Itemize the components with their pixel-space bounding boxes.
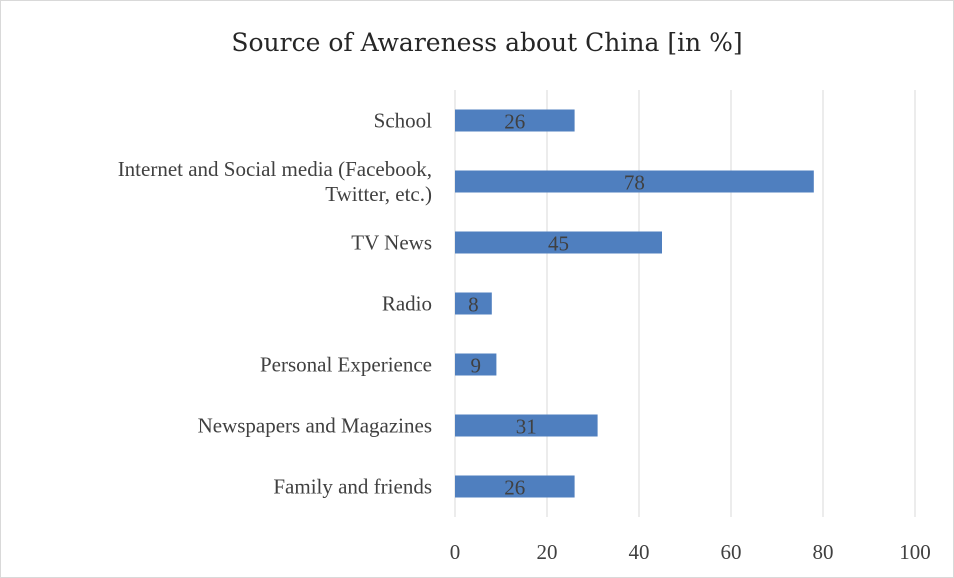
category-label-line: Newspapers and Magazines	[198, 414, 432, 438]
data-label-0: 26	[504, 110, 525, 134]
x-tick-label-4: 80	[813, 540, 834, 564]
x-tick-label-5: 100	[899, 540, 931, 564]
category-label-5: Newspapers and Magazines	[198, 414, 432, 438]
category-label-line: Personal Experience	[260, 353, 432, 377]
data-label-1: 78	[624, 171, 645, 195]
data-label-3: 8	[468, 293, 479, 317]
category-label-line: Family and friends	[273, 475, 432, 499]
category-label-6: Family and friends	[273, 475, 432, 499]
category-label-line: TV News	[351, 231, 432, 255]
category-label-2: TV News	[351, 231, 432, 255]
x-tick-label-0: 0	[450, 540, 461, 564]
x-tick-label-1: 20	[537, 540, 558, 564]
bar-0	[455, 109, 575, 132]
category-label-line: School	[374, 109, 433, 133]
bar-2	[455, 231, 662, 254]
data-label-4: 9	[470, 354, 481, 378]
bar-1	[455, 170, 814, 193]
x-tick-label-3: 60	[721, 540, 742, 564]
data-label-5: 31	[516, 415, 537, 439]
bar-5	[455, 414, 598, 437]
bar-6	[455, 475, 575, 498]
category-label-line: Twitter, etc.)	[325, 182, 432, 206]
category-label-line: Radio	[382, 292, 432, 316]
data-label-6: 26	[504, 476, 525, 500]
bar-4	[455, 353, 497, 376]
bar-3	[455, 292, 492, 315]
category-label-1: Internet and Social media (Facebook, Twit…	[118, 157, 432, 206]
category-label-line: Internet and Social media (Facebook,	[118, 157, 432, 181]
category-label-4: Personal Experience	[260, 353, 432, 377]
category-label-3: Radio	[382, 292, 432, 316]
category-label-0: School	[374, 109, 433, 133]
x-tick-label-2: 40	[629, 540, 650, 564]
chart-title: Source of Awareness about China [in %]	[231, 28, 743, 57]
data-label-2: 45	[548, 232, 569, 256]
